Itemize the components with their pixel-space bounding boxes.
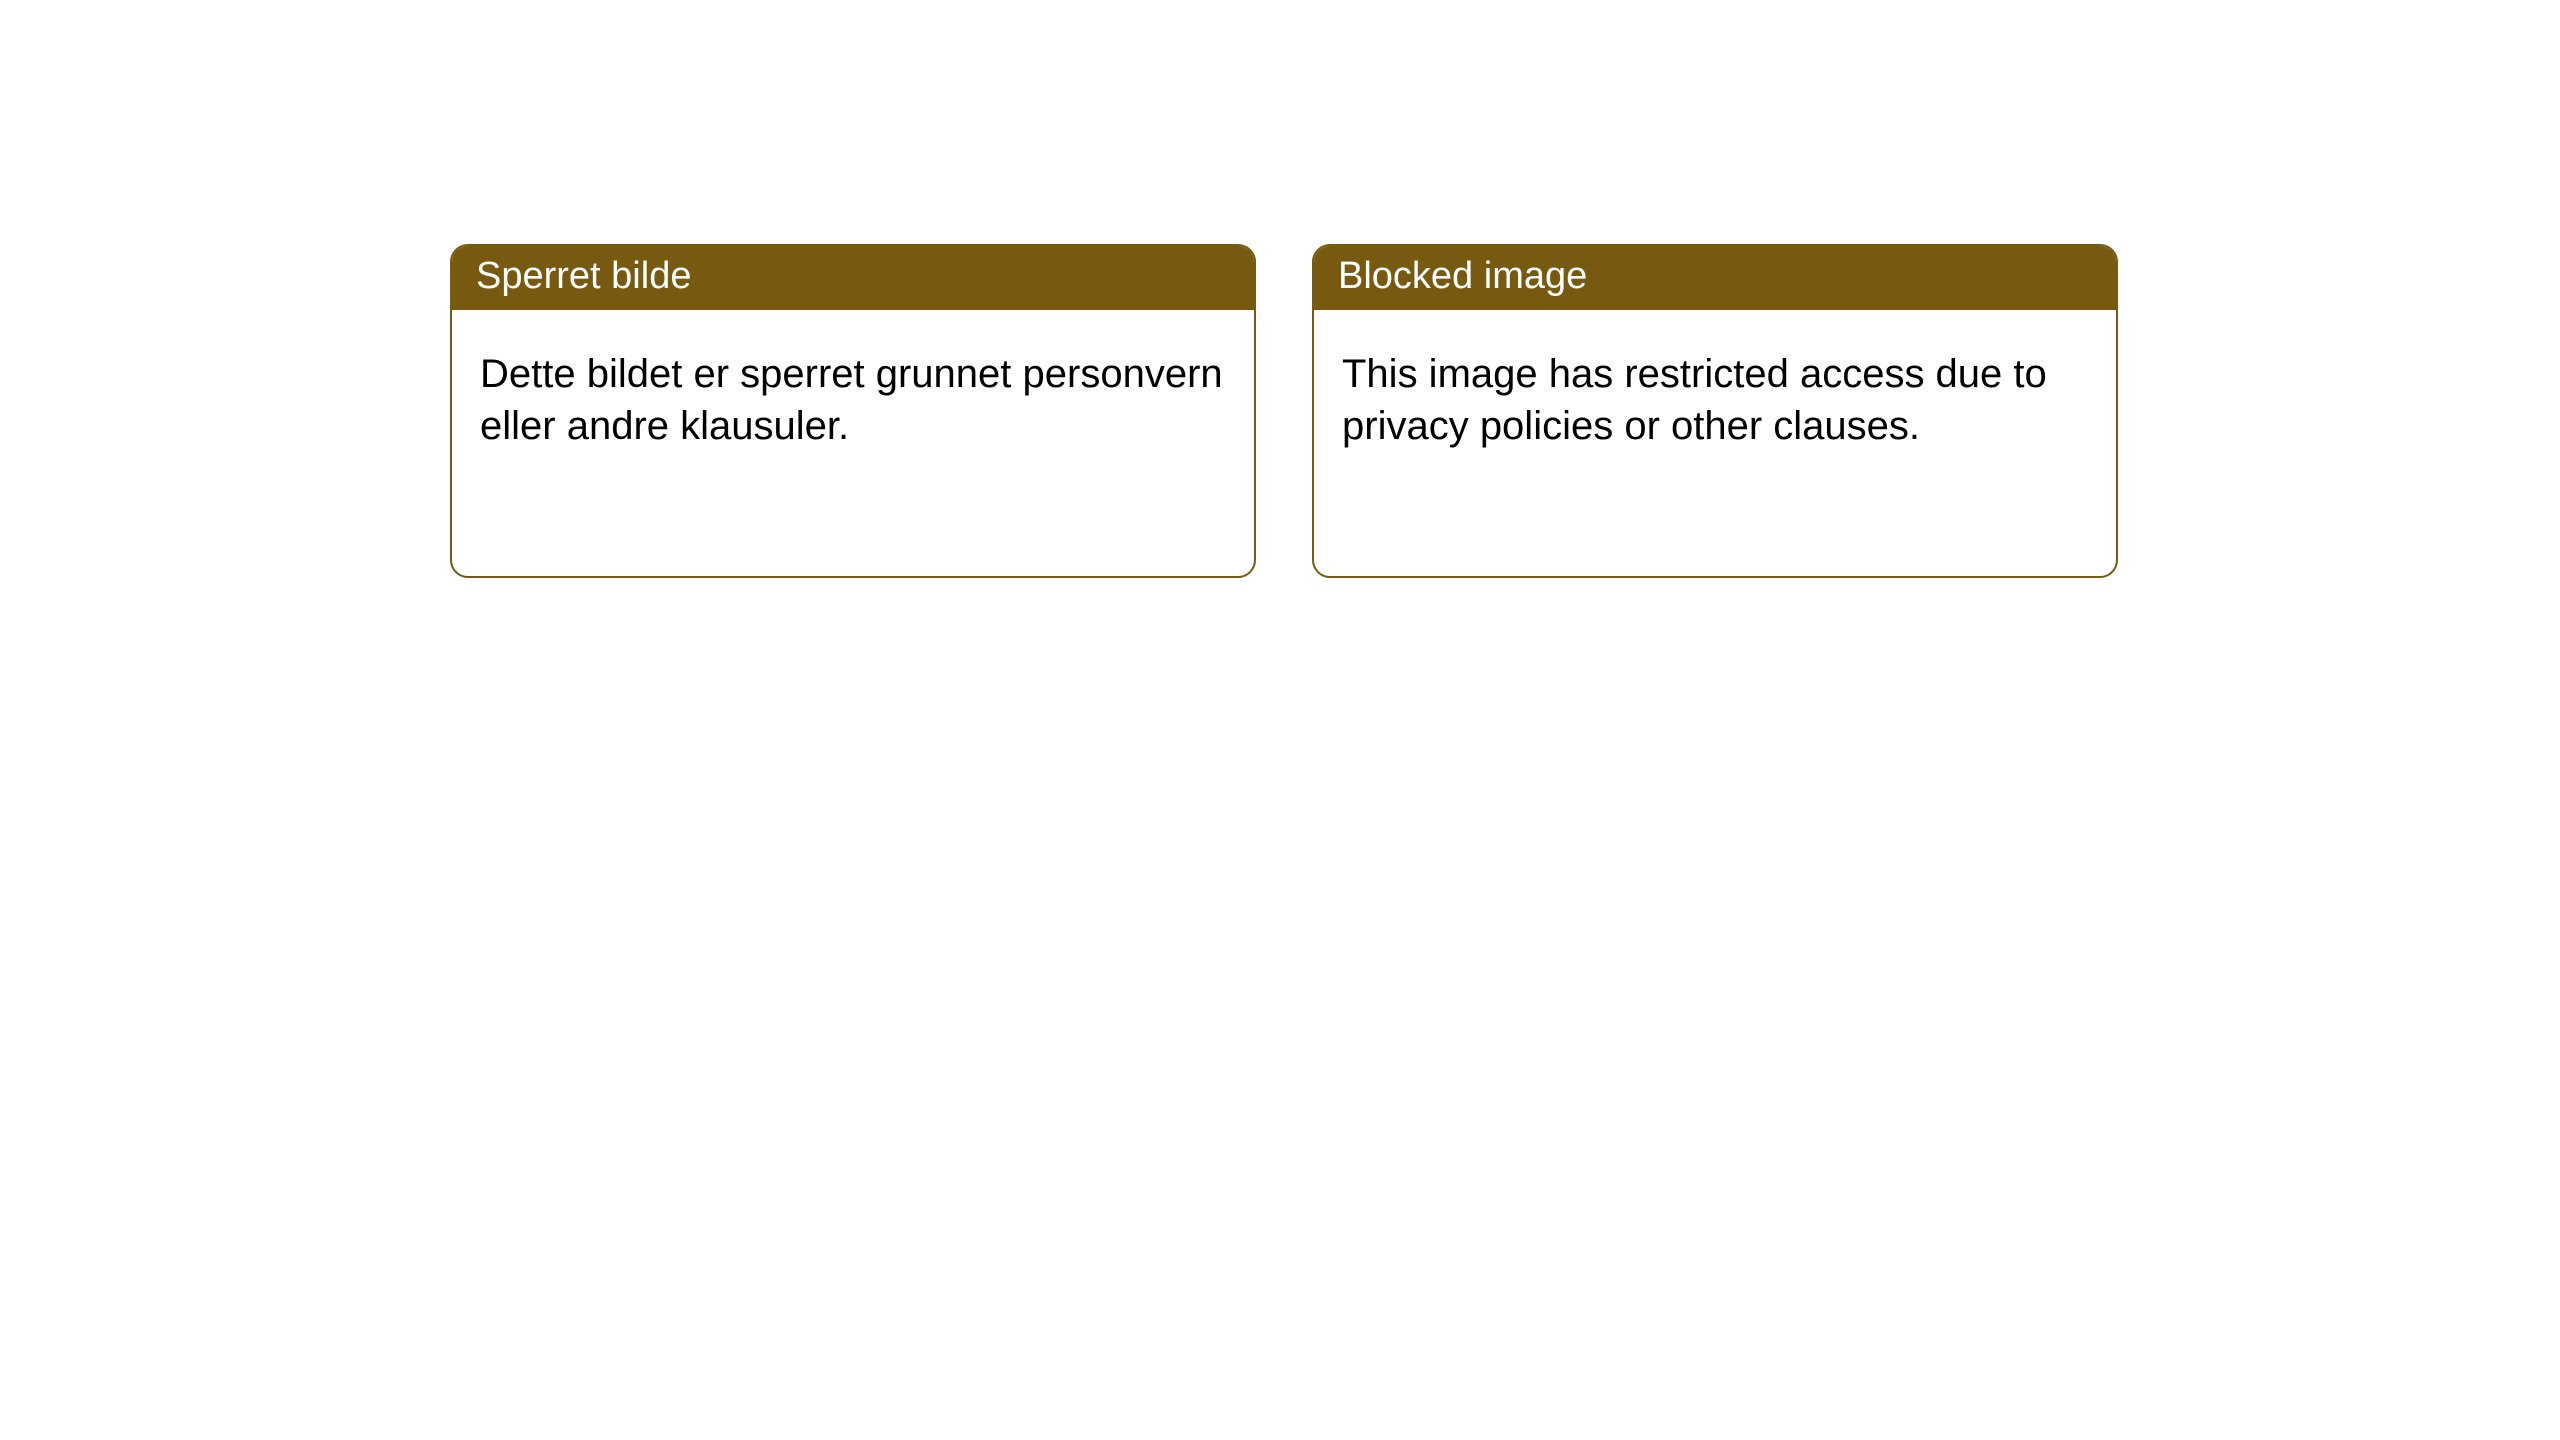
card-header-norwegian: Sperret bilde <box>452 246 1254 310</box>
blocked-image-card-english: Blocked image This image has restricted … <box>1312 244 2118 578</box>
card-body-norwegian: Dette bildet er sperret grunnet personve… <box>452 310 1254 490</box>
notice-cards-container: Sperret bilde Dette bildet er sperret gr… <box>0 0 2560 578</box>
blocked-image-card-norwegian: Sperret bilde Dette bildet er sperret gr… <box>450 244 1256 578</box>
card-body-english: This image has restricted access due to … <box>1314 310 2116 490</box>
card-header-english: Blocked image <box>1314 246 2116 310</box>
